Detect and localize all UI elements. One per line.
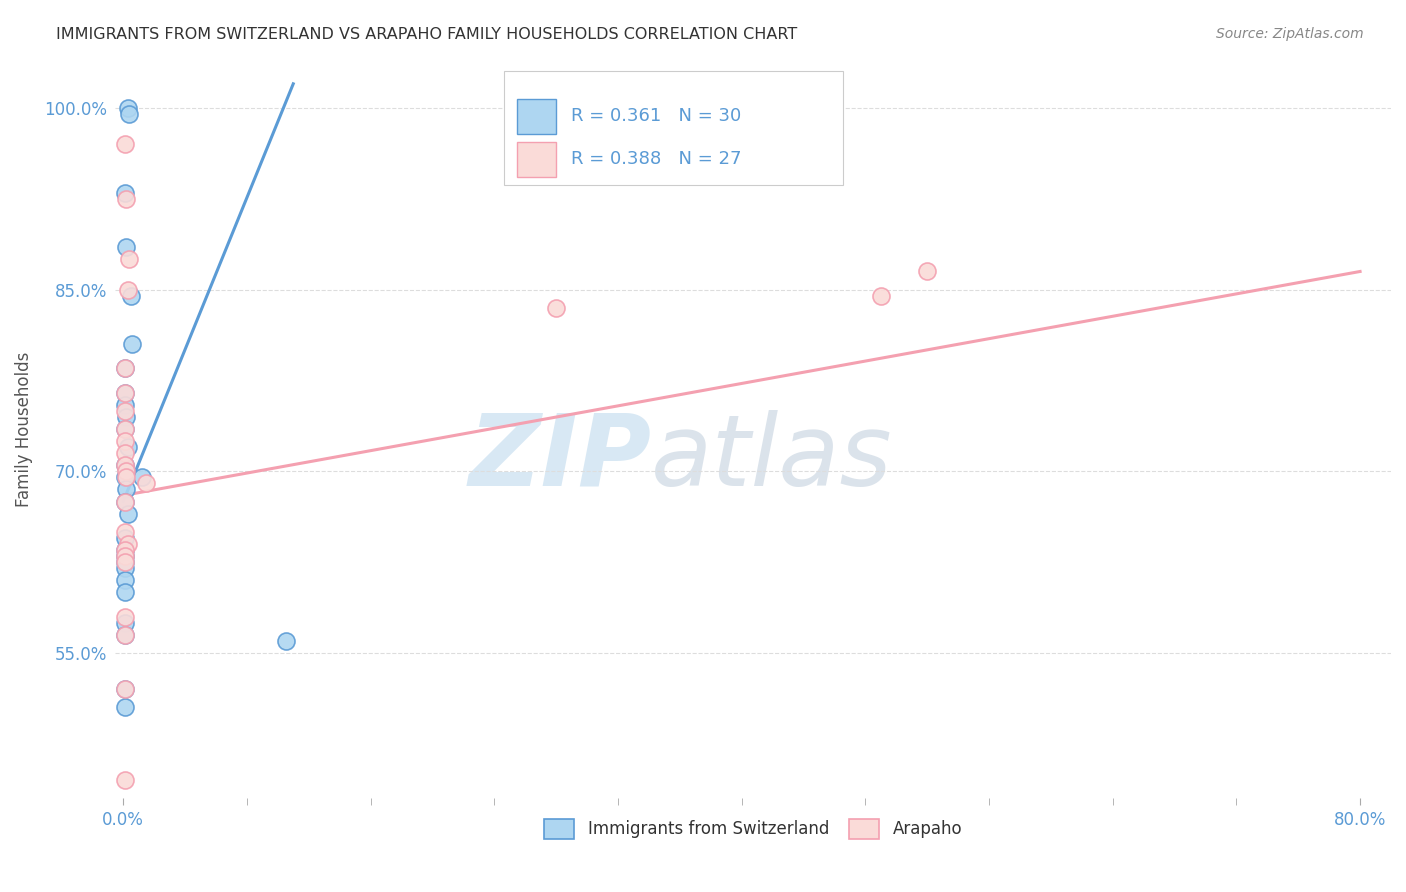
Point	[114, 628, 136, 642]
Text: atlas: atlas	[651, 410, 893, 507]
Point	[915, 264, 938, 278]
Point	[114, 398, 136, 412]
Point	[114, 549, 136, 563]
Point	[114, 615, 136, 630]
Text: IMMIGRANTS FROM SWITZERLAND VS ARAPAHO FAMILY HOUSEHOLDS CORRELATION CHART: IMMIGRANTS FROM SWITZERLAND VS ARAPAHO F…	[56, 27, 797, 42]
Point	[115, 240, 138, 254]
Point	[114, 772, 136, 787]
Point	[117, 537, 139, 551]
Text: R = 0.388   N = 27: R = 0.388 N = 27	[571, 151, 741, 169]
Point	[114, 555, 136, 569]
Point	[114, 549, 136, 563]
Point	[117, 507, 139, 521]
Point	[114, 585, 136, 599]
Point	[115, 464, 138, 478]
Point	[115, 470, 138, 484]
Text: ZIP: ZIP	[468, 410, 651, 507]
Point	[114, 628, 136, 642]
Point	[114, 543, 136, 558]
Y-axis label: Family Households: Family Households	[15, 351, 32, 507]
Point	[115, 483, 138, 497]
Point	[131, 470, 153, 484]
Point	[114, 494, 136, 508]
Point	[114, 543, 136, 558]
Point	[114, 446, 136, 460]
Text: R = 0.361   N = 30: R = 0.361 N = 30	[571, 107, 741, 126]
FancyBboxPatch shape	[517, 142, 555, 177]
Point	[114, 434, 136, 448]
Point	[114, 700, 136, 714]
Point	[114, 458, 136, 473]
Point	[115, 409, 138, 424]
Point	[115, 192, 138, 206]
Point	[114, 403, 136, 417]
Point	[114, 555, 136, 569]
Point	[114, 361, 136, 376]
Point	[114, 458, 136, 473]
Point	[114, 361, 136, 376]
Point	[114, 682, 136, 697]
Point	[114, 422, 136, 436]
Text: Source: ZipAtlas.com: Source: ZipAtlas.com	[1216, 27, 1364, 41]
Point	[274, 633, 297, 648]
Point	[117, 283, 139, 297]
Point	[117, 440, 139, 454]
Point	[546, 301, 568, 315]
FancyBboxPatch shape	[505, 70, 842, 186]
Point	[135, 476, 157, 491]
Point	[114, 609, 136, 624]
Point	[114, 470, 136, 484]
FancyBboxPatch shape	[517, 99, 555, 134]
Point	[121, 337, 143, 351]
Point	[114, 186, 136, 200]
Point	[120, 288, 142, 302]
Point	[114, 573, 136, 587]
Point	[114, 385, 136, 400]
Point	[114, 561, 136, 575]
Point	[114, 494, 136, 508]
Point	[114, 385, 136, 400]
Point	[869, 288, 891, 302]
Point	[118, 107, 141, 121]
Point	[117, 101, 139, 115]
Point	[114, 531, 136, 545]
Point	[114, 422, 136, 436]
Legend: Immigrants from Switzerland, Arapaho: Immigrants from Switzerland, Arapaho	[537, 813, 969, 846]
Point	[114, 137, 136, 152]
Point	[118, 252, 141, 267]
Point	[114, 524, 136, 539]
Point	[114, 682, 136, 697]
